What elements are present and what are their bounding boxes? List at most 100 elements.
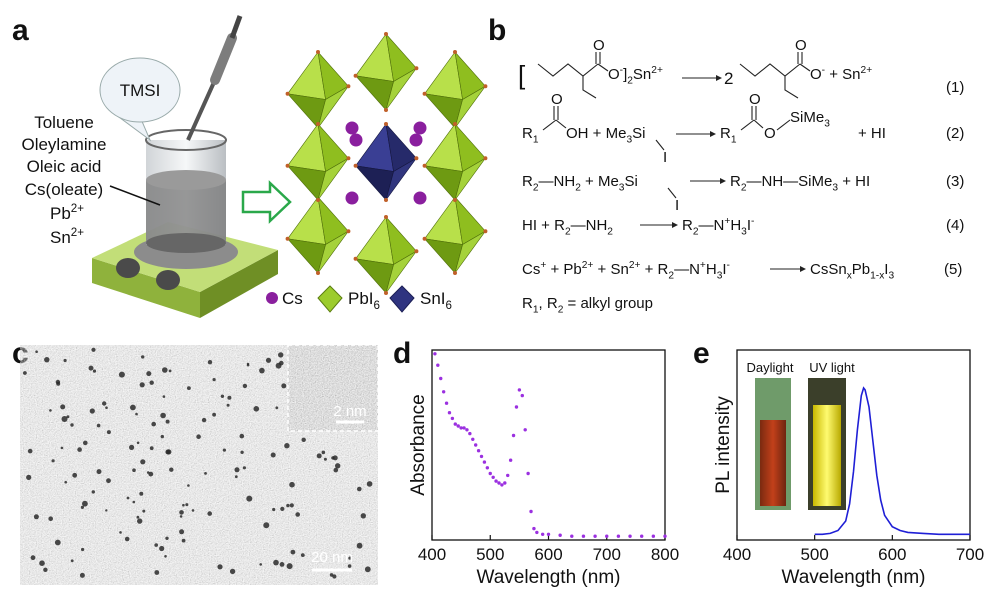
nanoparticle	[27, 448, 33, 454]
script-text: 6	[446, 299, 452, 312]
data-point	[535, 530, 539, 535]
text-piece: R	[730, 173, 741, 190]
nanoparticle	[227, 395, 232, 400]
nanoparticle	[136, 441, 140, 445]
nanoparticle	[181, 538, 186, 543]
nanoparticle	[280, 506, 285, 511]
nanoparticle	[204, 472, 207, 475]
nanoparticle	[278, 352, 284, 358]
nanoparticle	[102, 401, 107, 406]
text-piece: SiMe	[790, 109, 824, 126]
data-point	[447, 411, 452, 415]
iodide	[346, 156, 351, 161]
script-text: 3	[626, 135, 632, 146]
nanoparticle	[229, 568, 236, 575]
nanoparticle	[165, 419, 170, 424]
nanoparticle	[191, 509, 195, 512]
data-point	[663, 534, 667, 538]
data-point	[546, 532, 551, 536]
text-piece: I	[722, 261, 726, 278]
arrowhead	[716, 75, 722, 81]
nanoparticle	[259, 563, 263, 566]
iodide	[353, 73, 358, 78]
nanoparticle	[242, 466, 246, 470]
iodide	[414, 66, 419, 71]
text-piece: SnI	[420, 289, 446, 308]
iodide	[353, 163, 358, 168]
script-text: 3	[888, 271, 894, 282]
data-point	[468, 431, 472, 436]
nanoparticle	[106, 478, 111, 484]
pbi6-face	[454, 157, 486, 201]
text-piece: H	[706, 261, 717, 278]
x-tick-label: 700	[956, 545, 984, 564]
iodide	[384, 108, 388, 112]
data-point	[476, 449, 481, 453]
data-point	[439, 376, 443, 381]
nanoparticle	[149, 446, 154, 451]
atom: I	[675, 197, 679, 214]
data-point	[628, 534, 632, 538]
nanoparticle	[54, 539, 61, 546]
data-line	[814, 386, 970, 536]
data-point	[488, 471, 492, 476]
pipette-plunger	[229, 15, 243, 39]
nanoparticle	[289, 503, 294, 508]
nanoparticle	[88, 365, 94, 371]
text-piece: R	[522, 173, 533, 190]
nanoparticle	[139, 382, 145, 388]
iodide	[384, 32, 388, 36]
bond	[667, 187, 677, 199]
nanoparticle	[44, 357, 50, 363]
nanoparticle	[179, 529, 185, 535]
data-point	[459, 426, 463, 430]
bond	[739, 63, 801, 77]
nanoparticle	[49, 409, 52, 412]
data-point	[529, 509, 533, 514]
panel-label: a	[12, 14, 29, 47]
nanoparticle	[286, 503, 290, 508]
data-point	[456, 424, 460, 428]
knob	[156, 270, 180, 290]
nanoparticle	[105, 509, 108, 512]
script-text: 3	[619, 183, 625, 194]
atom: O	[593, 37, 605, 54]
data-point	[436, 363, 440, 367]
nanoparticle	[60, 404, 66, 410]
nanoparticle	[119, 531, 122, 534]
atom: I	[663, 149, 667, 166]
script-text: -	[751, 216, 754, 227]
equation-text: CsSnxPb1-xI3	[810, 261, 894, 282]
data-point	[506, 473, 510, 478]
data-point	[450, 416, 455, 421]
nanoparticle	[166, 449, 172, 455]
text-piece: —N	[674, 261, 700, 278]
nanoparticle	[91, 490, 96, 494]
equation-number: (3)	[946, 173, 964, 190]
nanoparticle	[207, 511, 212, 516]
nanoparticle	[217, 564, 223, 570]
x-tick-label: 700	[593, 545, 621, 564]
atom: O	[551, 91, 563, 108]
nanoparticle	[169, 467, 174, 472]
inset-border	[287, 344, 379, 432]
script-text: 2	[668, 271, 674, 282]
script-text: -	[727, 260, 730, 271]
data-point	[593, 534, 597, 538]
nanoparticle	[182, 503, 185, 507]
nanoparticle	[96, 469, 102, 475]
equation-text: R1	[522, 125, 539, 146]
equation-text: O-]2Sn2+	[608, 65, 663, 87]
coefficient: 2	[724, 69, 733, 88]
nanoparticle	[140, 459, 146, 465]
text-piece: Sn	[633, 66, 651, 83]
iodide	[453, 271, 457, 275]
legend-text: SnI6	[420, 289, 452, 312]
nanoparticle	[146, 471, 150, 474]
nanoparticle	[159, 545, 165, 552]
nanoparticle	[222, 448, 226, 452]
script-text: 3	[741, 227, 747, 238]
equation-note: R1, R2 = alkyl group	[522, 295, 653, 316]
script-text: 3	[832, 183, 838, 194]
